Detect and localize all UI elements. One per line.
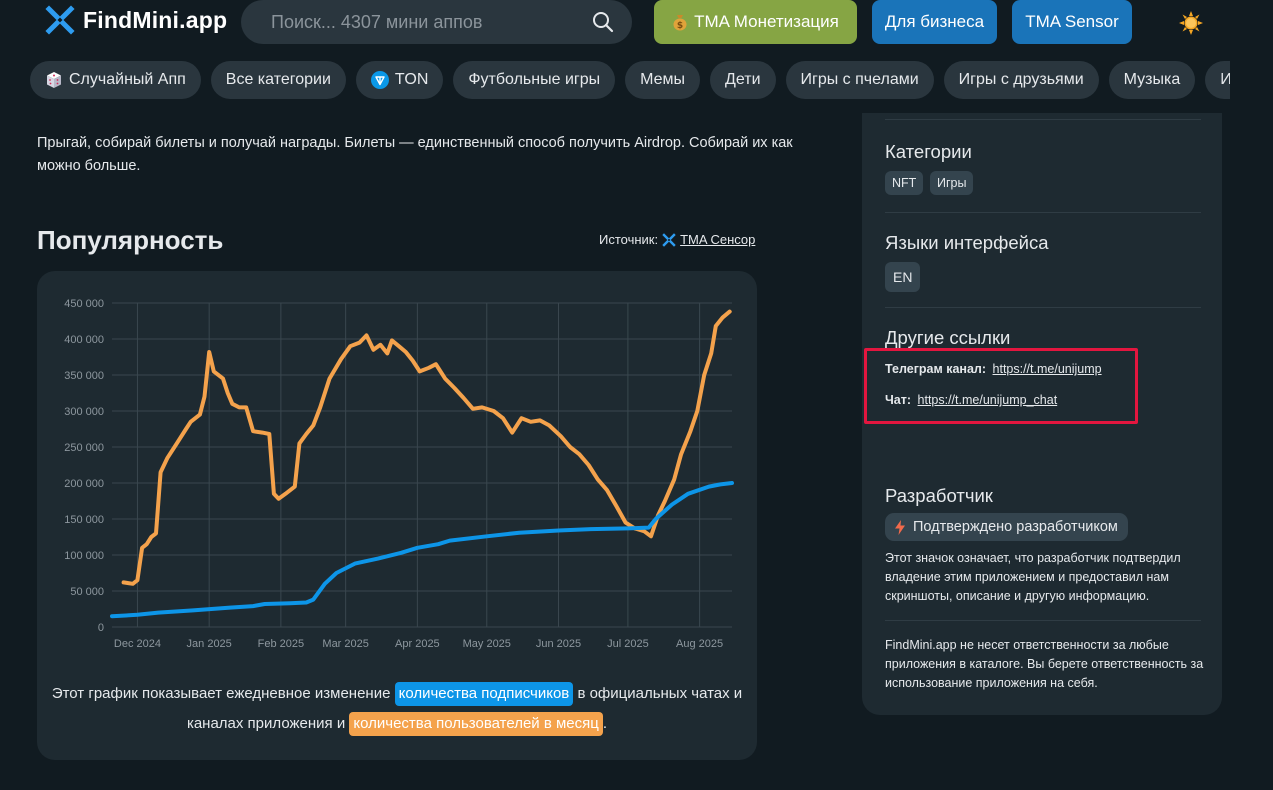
tma-sensor-icon xyxy=(662,232,676,247)
x-tick-label: Jan 2025 xyxy=(187,638,232,650)
category-chip-label: Игры квесты xyxy=(1220,71,1230,88)
disclaimer-text: FindMini.app не несет ответственности за… xyxy=(885,638,1204,690)
category-chip-ton[interactable]: TON xyxy=(355,61,444,99)
languages-title: Языки интерфейса xyxy=(885,232,1049,253)
popularity-title: Популярность xyxy=(37,225,224,255)
y-tick-label: 200 000 xyxy=(64,478,104,490)
verified-badge-label: Подтверждено разработчиком xyxy=(913,519,1118,535)
category-chip-label: Игры с друзьями xyxy=(958,71,1084,88)
category-chip-label: Футбольные игры xyxy=(468,71,601,88)
category-chip-quests[interactable]: Игры квесты xyxy=(1205,61,1230,99)
tma-sensor-button[interactable]: TMA Sensor xyxy=(1012,0,1132,44)
telegram-link[interactable]: https://t.me/unijump xyxy=(992,362,1102,376)
caption-end: . xyxy=(602,715,608,732)
series-line-monthly-users xyxy=(121,309,732,586)
source-label: Источник: xyxy=(599,232,659,247)
monetization-label: TMA Монетизация xyxy=(694,12,839,31)
highlight-box xyxy=(864,348,1138,424)
chart-caption: Этот график показывает ежедневное измене… xyxy=(37,679,757,739)
category-chip-label: Мемы xyxy=(640,71,686,88)
y-tick-label: 400 000 xyxy=(64,334,104,346)
series-line-subscribers xyxy=(110,481,734,619)
category-chip-label: Игры с пчелами xyxy=(800,71,919,88)
monetization-button[interactable]: $ TMA Монетизация xyxy=(654,0,857,44)
category-chip-label: Все категории xyxy=(225,71,331,88)
ton-icon xyxy=(370,71,389,89)
business-button[interactable]: Для бизнеса xyxy=(872,0,997,44)
x-tick-label: Jul 2025 xyxy=(607,638,649,650)
y-tick-label: 100 000 xyxy=(64,550,104,562)
y-tick-label: 0 xyxy=(98,622,104,634)
y-tick-label: 450 000 xyxy=(64,298,104,310)
x-tick-label: Jun 2025 xyxy=(536,638,581,650)
popularity-chart: 0 50 000 100 000 150 000 200 000 250 000 300 0… xyxy=(37,271,757,760)
tag-games[interactable]: Игры xyxy=(930,171,974,195)
divider xyxy=(885,620,1201,621)
verified-description: Этот значок означает, что разработчик по… xyxy=(885,551,1181,603)
divider xyxy=(885,119,1201,120)
category-chip-label: TON xyxy=(394,71,429,88)
category-chip-friends[interactable]: Игры с друзьями xyxy=(943,61,1099,99)
caption-text-2: в официальных чатах и каналах приложения… xyxy=(186,685,743,732)
category-chip-label: Музыка xyxy=(1123,71,1181,88)
svg-text:$: $ xyxy=(677,21,683,31)
divider xyxy=(885,307,1201,308)
y-tick-label: 350 000 xyxy=(64,370,104,382)
category-chip-all[interactable]: Все категории xyxy=(210,61,346,99)
x-tick-label: Dec 2024 xyxy=(114,638,161,650)
app-description: Прыгай, собирай билеты и получай награды… xyxy=(37,135,793,174)
y-tick-label: 250 000 xyxy=(64,442,104,454)
category-chip-memes[interactable]: Мемы xyxy=(625,61,701,99)
dice-icon xyxy=(47,72,61,88)
header: FindMini.app $ TMA Монетизация Для бизне… xyxy=(0,0,1273,45)
lightning-icon xyxy=(895,519,905,535)
category-chip-football[interactable]: Футбольные игры xyxy=(453,61,616,99)
caption-text-1: Этот график показывает ежедневное измене… xyxy=(51,685,391,702)
category-chip-random[interactable]: Случайный Апп xyxy=(30,61,201,99)
telegram-label: Телеграм канал: xyxy=(885,362,987,376)
chat-link-row: Чат: https://t.me/unijump_chat xyxy=(885,393,1057,407)
links-title: Другие ссылки xyxy=(885,327,1011,348)
findmini-logo-icon xyxy=(45,5,75,35)
theme-toggle[interactable] xyxy=(1178,10,1204,36)
y-tick-label: 300 000 xyxy=(64,406,104,418)
x-tick-label: Aug 2025 xyxy=(676,638,723,650)
chart-svg: 0 50 000 100 000 150 000 200 000 250 000 300 0… xyxy=(64,298,734,650)
sidebar: Категории NFT Игры Языки интерфейса EN Д… xyxy=(862,113,1222,715)
x-tick-label: Feb 2025 xyxy=(258,638,304,650)
sun-icon xyxy=(1179,11,1203,35)
chat-label: Чат: xyxy=(885,393,912,407)
money-bag-icon: $ xyxy=(673,15,687,31)
chat-link[interactable]: https://t.me/unijump_chat xyxy=(917,393,1058,407)
logo-text: FindMini.app xyxy=(83,6,228,33)
categories-title: Категории xyxy=(885,141,972,162)
search-input[interactable] xyxy=(271,11,592,33)
chart-source: Источник: TMA Сенсор xyxy=(599,232,755,247)
x-tick-label: May 2025 xyxy=(463,638,511,650)
search-icon[interactable] xyxy=(592,11,614,33)
legend-subscribers: количества подписчиков xyxy=(394,682,574,706)
x-tick-label: Mar 2025 xyxy=(322,638,368,650)
category-chip-label: Случайный Апп xyxy=(69,71,186,88)
category-chip-kids[interactable]: Дети xyxy=(710,61,776,99)
x-tick-label: Apr 2025 xyxy=(395,638,440,650)
category-bar: Случайный Апп Все категории TON Футбольн… xyxy=(30,61,1230,99)
logo[interactable]: FindMini.app xyxy=(45,5,227,35)
source-link[interactable]: TMA Сенсор xyxy=(680,232,756,247)
verified-badge: Подтверждено разработчиком xyxy=(885,513,1128,541)
y-tick-label: 50 000 xyxy=(70,586,104,598)
divider xyxy=(885,212,1201,213)
category-chip-music[interactable]: Музыка xyxy=(1108,61,1196,99)
category-chip-label: Дети xyxy=(725,71,761,88)
category-chip-bees[interactable]: Игры с пчелами xyxy=(785,61,934,99)
developer-title: Разработчик xyxy=(885,485,993,506)
tag-lang-en: EN xyxy=(885,262,921,292)
y-tick-label: 150 000 xyxy=(64,514,104,526)
telegram-link-row: Телеграм канал: https://t.me/unijump xyxy=(885,362,1102,376)
search-bar[interactable] xyxy=(241,0,632,44)
legend-monthly-users: количества пользователей в месяц xyxy=(349,712,603,736)
tag-nft[interactable]: NFT xyxy=(885,171,924,195)
